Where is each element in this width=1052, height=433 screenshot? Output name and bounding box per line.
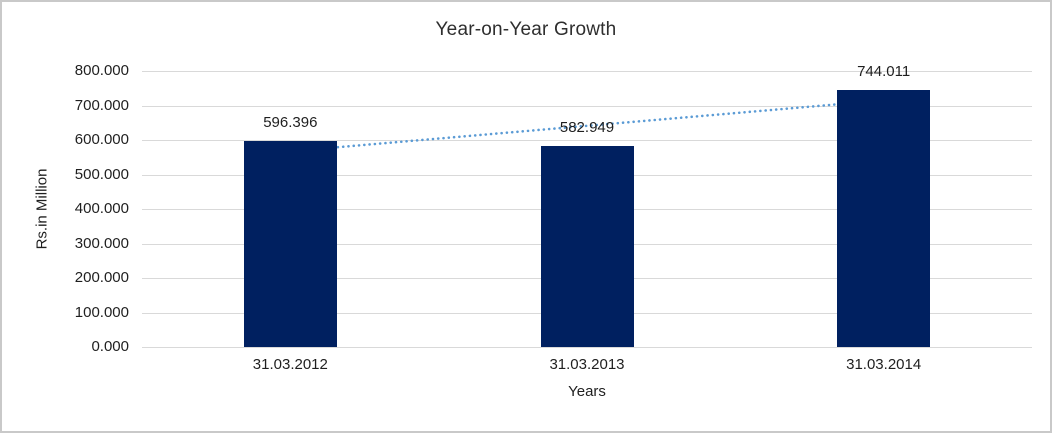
y-tick-label: 600.000 xyxy=(74,131,129,148)
y-tick-label: 400.000 xyxy=(74,200,129,217)
bar-31.03.2012 xyxy=(243,141,337,347)
bar-value-label: 596.396 xyxy=(263,114,318,132)
x-tick-label: 31.03.2013 xyxy=(549,356,625,373)
y-tick-label: 0.000 xyxy=(91,338,129,355)
bar-value-label: 744.011 xyxy=(857,63,911,81)
plot-area xyxy=(142,71,1032,348)
bar-31.03.2014 xyxy=(837,90,931,347)
x-tick-label: 31.03.2014 xyxy=(846,356,922,373)
y-tick-label: 500.000 xyxy=(74,165,129,183)
gridline xyxy=(142,347,1032,348)
y-tick-label: 800.000 xyxy=(74,62,129,79)
y-tick-label: 100.000 xyxy=(74,303,129,321)
y-tick-label: 300.000 xyxy=(74,234,129,252)
y-tick-label: 200.000 xyxy=(74,269,129,286)
y-tick-label: 700.000 xyxy=(74,96,129,114)
x-tick-label: 31.03.2012 xyxy=(252,356,328,373)
x-axis-title: Years xyxy=(568,383,606,400)
gridline xyxy=(142,71,1032,72)
bar-31.03.2013 xyxy=(540,145,634,347)
chart-title: Year-on-Year Growth xyxy=(435,19,617,40)
bar-value-label: 582.949 xyxy=(559,118,615,136)
